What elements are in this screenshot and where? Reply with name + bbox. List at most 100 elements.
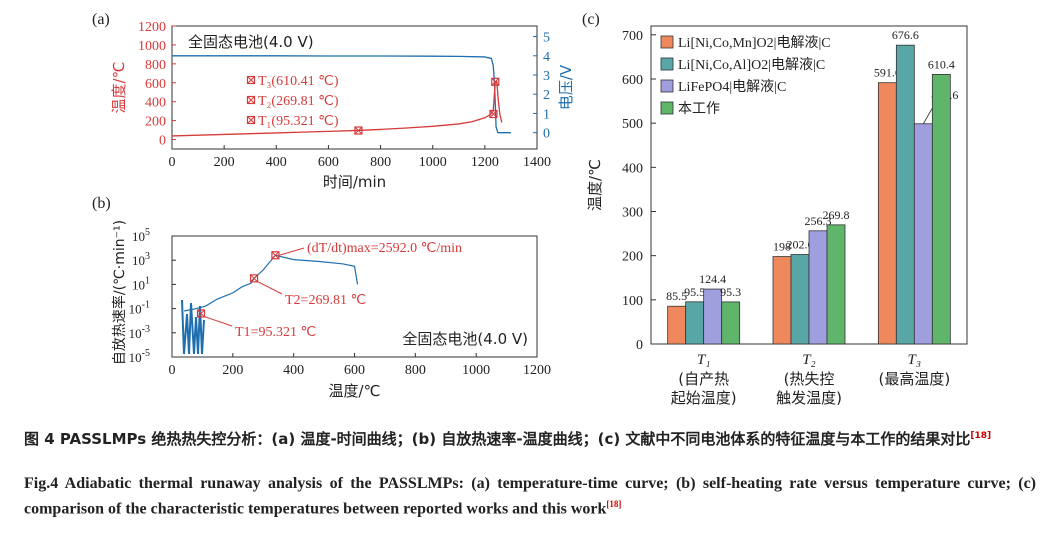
panel-a-voltage-line [172,55,511,134]
panel-a-ytick-left-label: 1200 [138,20,166,35]
panel-c-category-symbol: T₁ [697,352,711,368]
panel-c-legend-swatch [660,79,674,93]
panel-c-legend-label: 本工作 [678,101,720,117]
panel-b-marker-3-cross [197,309,205,318]
panel-c-bar [895,44,915,345]
panel-c-legend-swatch [660,101,674,115]
panel-b-marker-3-box [196,309,206,318]
panel-b-marker-2-cross [250,274,258,283]
panel-c-legend-label: Li[Ni,Co,Al]O2|电解液|C [678,57,825,73]
panel-b-xtick-label: 1000 [462,363,490,378]
panel-a-marker-label-1: T₃(610.41 ℃) [258,74,339,89]
panel-c-ytick-label: 0 [636,338,643,353]
panel-c-ytick-label: 500 [622,117,643,132]
panel-b-ytick-exponent: 3 [145,251,150,262]
panel-a-marker-label-2: T₂(269.81 ℃) [258,94,339,109]
panel-a-ytick-right-label: 3 [543,69,550,84]
panel-a-legend-marker-2 [246,95,256,105]
panel-a-legend-marker-1-box [246,75,256,85]
panel-c-category-symbol: T₂ [802,352,816,368]
panel-a-legend-marker-3-box [246,115,256,125]
panel-c-data-label: 198 [773,240,791,254]
panel-c-ytick-label: 400 [622,161,643,176]
panel-a-xtick-label: 0 [169,155,176,170]
panel-c-data-label: 610.4 [928,57,955,71]
panel-c-ytick-label: 700 [622,29,643,44]
panel-b-ytick-exponent: 1 [145,275,150,286]
caption-chinese-text: 图 4 PASSLMPs 绝热热失控分析：(a) 温度-时间曲线；(b) 自放热… [24,430,971,448]
panel-c-bar [931,74,951,345]
panel-b-xtick-label: 0 [169,363,176,378]
panel-c-ytick-label: 200 [622,250,643,265]
panel-a-legend-marker-2-cross [247,96,255,104]
panel-a-ytick-left-label: 400 [145,96,166,111]
panel-c-ytick-label: 300 [622,206,643,221]
panel-a-legend-marker-3-cross [247,116,255,124]
panel-c-ytick-label: 600 [622,73,643,88]
caption-chinese-ref: [18] [970,431,992,441]
panel-c-bar [703,288,723,345]
panel-a-marker-2 [489,109,498,119]
panel-c-data-label: 124.4 [699,272,726,286]
panel-a-marker-1-cross [491,77,500,86]
panel-a-xtick-label: 400 [266,155,287,170]
panel-b-label: (b) [92,195,111,212]
panel-a-ytick-right-label: 5 [543,31,550,46]
panel-b-marker-1-box [271,251,280,260]
caption-chinese: 图 4 PASSLMPs 绝热热失控分析：(a) 温度-时间曲线；(b) 自放热… [24,426,1036,449]
panel-b-ytick-label: 10-5 [129,348,150,365]
caption-english-ref: [18] [606,499,622,509]
panel-c-legend-label: Li[Ni,Co,Mn]O2|电解液|C [678,35,831,51]
panel-b-leader-3 [203,315,233,327]
panel-a-xtick-label: 200 [214,155,235,170]
panel-c-label: (c) [582,11,600,28]
panel-c-ylabel: 温度/℃ [586,159,604,211]
panel-b-marker-2-box [249,274,259,283]
panel-a-ytick-right-label: 2 [543,88,550,103]
panel-a-xtick-label: 600 [318,155,339,170]
panel-b-xlabel: 温度/℃ [329,382,381,400]
figure-canvas: (a)0 200 400 600 800 1000 1200 1400020040060080… [92,11,968,407]
panel-c-data-label: 269.8 [823,208,850,222]
panel-c-legend-label: LiFePO4|电解液|C [678,79,786,95]
panel-a-frame [171,25,538,150]
panel-b-leader-2 [256,280,283,295]
panel-b-ytick-exponent: 5 [145,227,150,238]
panel-b-annotation-1: (dT/dt)max=2592.0 ℃/min [307,241,462,256]
panel-b-annotation-3: T1=95.321 ℃ [235,325,316,340]
panel-a-marker-2-cross [489,110,498,118]
panel-a-marker-1-box [491,77,500,86]
panel-c-bar [913,123,933,345]
panel-b-title: 全固态电池(4.0 V) [402,330,528,348]
panel-a-ytick-left-label: 1000 [138,39,166,54]
panel-b-leader-1 [279,247,305,256]
panel-c-category-desc: (热失控 [784,370,835,388]
panel-a-ytick-left-label: 0 [159,134,166,149]
panel-c-data-label: 256.3 [805,214,832,228]
panel-c-legend-swatch [660,35,674,49]
panel-b-marker-1-cross [271,251,280,260]
panel-b-ytick-label: 10-1 [129,300,150,317]
panel-b-ytick-exponent: -1 [142,300,150,311]
panel-a-legend-marker-3 [246,115,256,125]
panel-c-bar [772,256,792,345]
panel-c-data-label: 95.3 [720,285,741,299]
panel-b-marker-3 [196,309,206,318]
panel-c-category-desc: (自产热 [678,370,729,388]
panel-a-ytick-right-label: 4 [543,50,550,65]
panel-a-label: (a) [92,11,110,28]
panel-a-ytick-left-label: 200 [145,115,166,130]
panel-b-xtick-label: 1200 [523,363,551,378]
panel-a-ylabel-left: 温度/℃ [110,62,128,114]
panel-b-ytick-label: 10-3 [129,324,150,341]
panel-c-bar [667,305,687,345]
panel-b-xtick-label: 800 [405,363,426,378]
panel-a-marker-3-box [354,126,363,135]
panel-b-ytick-label: 103 [132,251,150,268]
panel-b-xtick-label: 200 [222,363,243,378]
panel-a-legend-marker-1 [246,75,256,85]
panel-c-bar [826,224,846,345]
panel-b-ytick-label: 105 [132,227,150,244]
panel-b-xtick-label: 400 [283,363,304,378]
panel-a-legend-marker-2-box [246,95,256,105]
